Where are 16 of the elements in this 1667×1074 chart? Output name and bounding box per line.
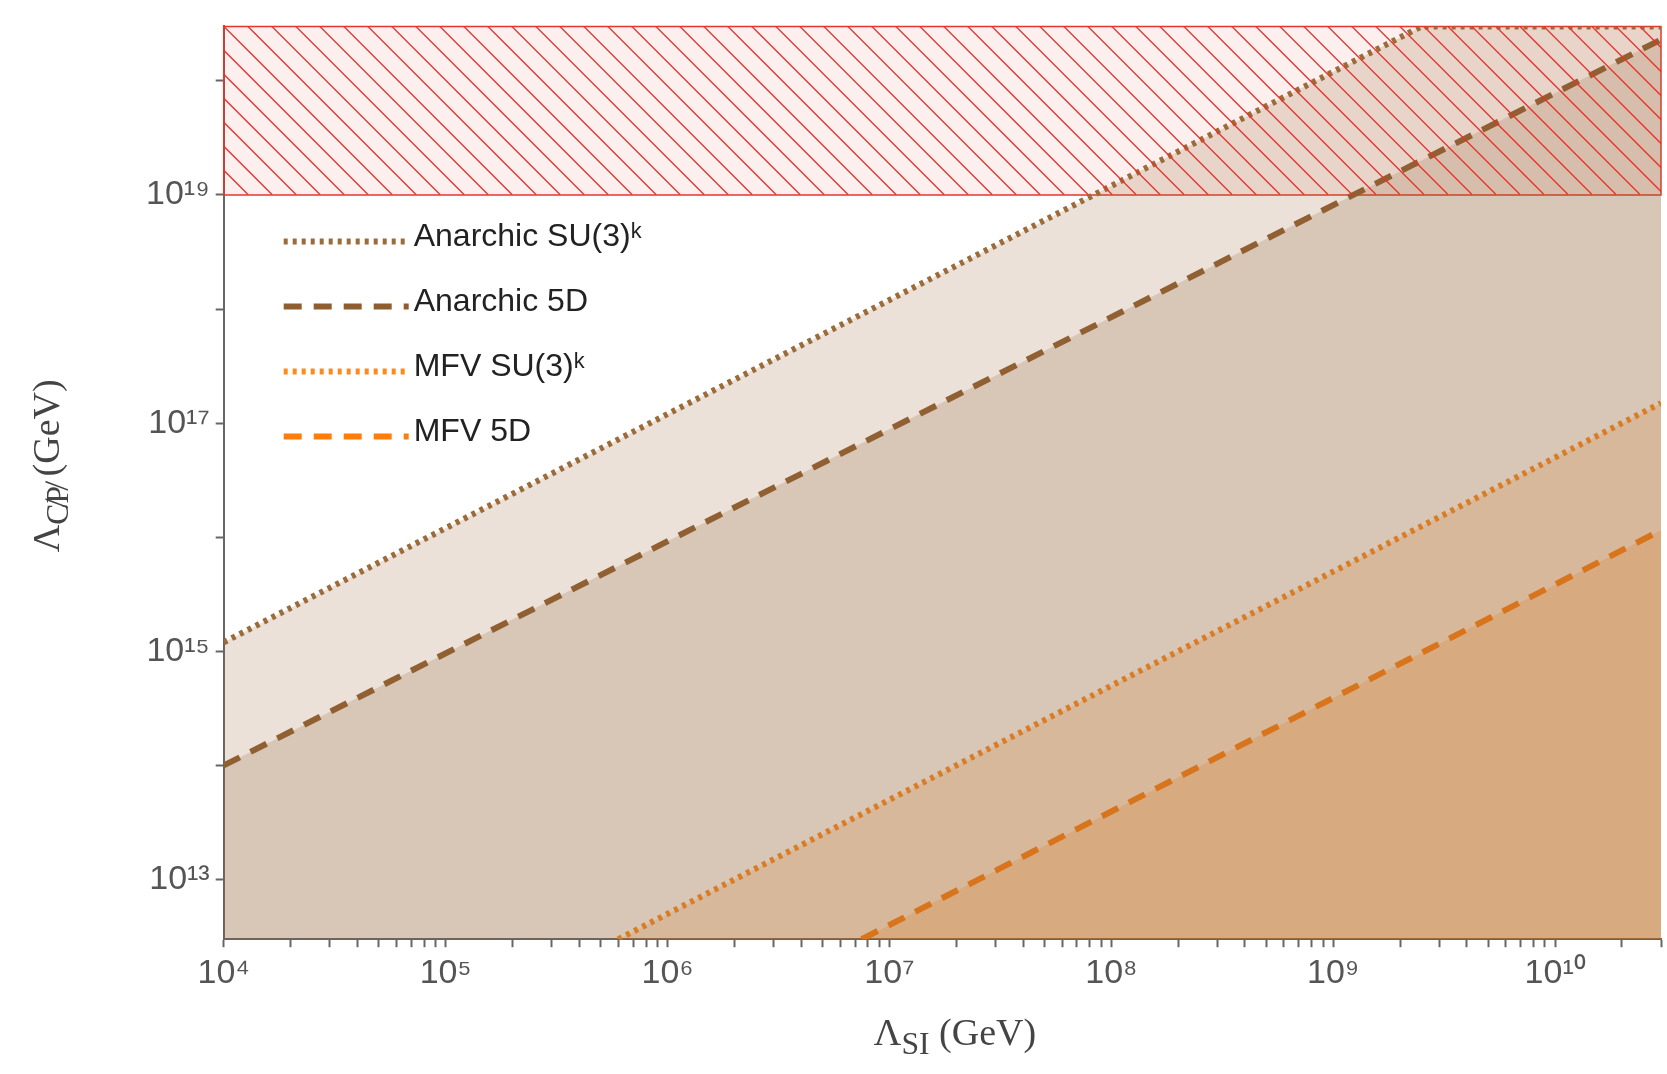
y-tick-label: 10¹⁹ <box>146 173 210 212</box>
x-tick-label: 10⁵ <box>419 951 472 990</box>
x-axis-title: Λ$_{SI}$ (GeV) <box>872 1010 1038 1062</box>
x-tick-label: 10⁸ <box>1085 951 1138 990</box>
y-tick-label: 10¹⁷ <box>148 401 210 440</box>
x-tick-label: 10⁴ <box>197 951 250 990</box>
legend-label: Anarchic 5D <box>413 282 588 319</box>
legend-label: Anarchic SU(3)ᵏ <box>413 217 642 254</box>
x-tick-label: 10⁷ <box>864 951 915 990</box>
x-tick-label: 10⁹ <box>1307 951 1360 990</box>
legend-label: MFV 5D <box>413 412 532 449</box>
x-tick-label: 10⁶ <box>641 951 694 990</box>
y-tick-label: 10¹⁵ <box>146 629 210 668</box>
legend-label: MFV SU(3)ᵏ <box>413 347 585 384</box>
x-tick-label: 10¹⁰ <box>1524 951 1586 990</box>
y-tick-label: 10¹³ <box>149 857 210 896</box>
